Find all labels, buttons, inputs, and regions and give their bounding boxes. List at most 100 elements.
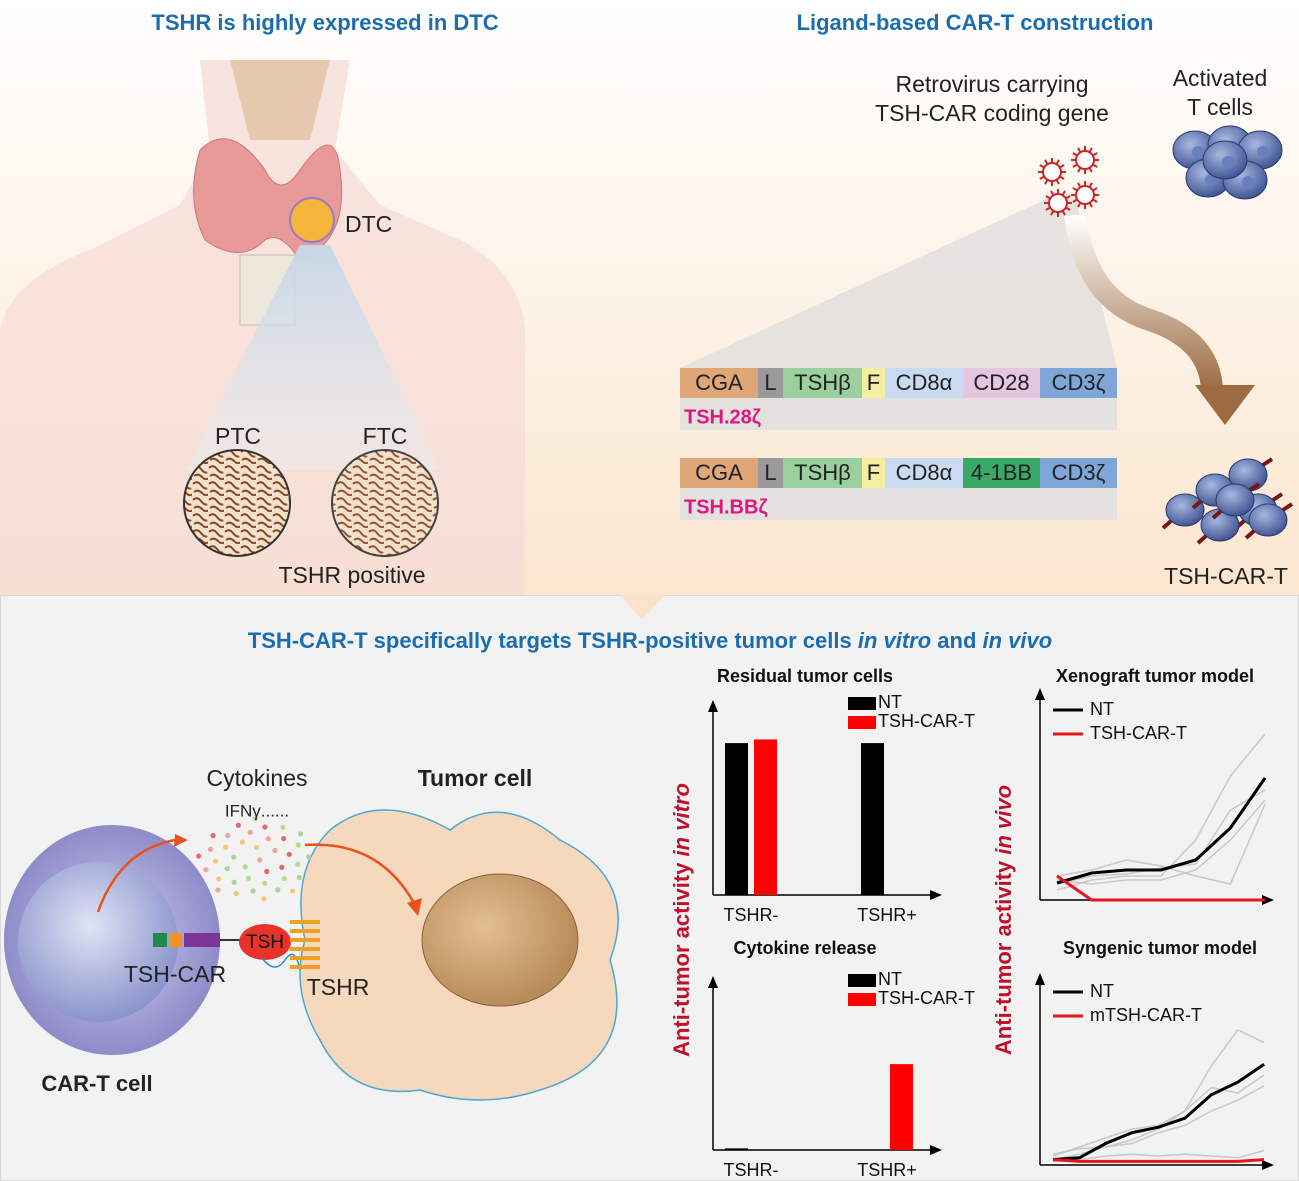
- x-tick-label: TSHR+: [857, 1160, 917, 1180]
- zoom-cone: [680, 195, 1117, 368]
- car-t-nucleus: [18, 862, 178, 1022]
- car-tcell: [1248, 503, 1288, 537]
- axis-part: Anti-tumor activity: [669, 856, 694, 1056]
- axis-arrow: [1035, 688, 1045, 700]
- legend-label: NT: [878, 969, 902, 989]
- construct-segment: [758, 458, 783, 488]
- product-label: TSH-CAR-T: [1164, 563, 1288, 589]
- axis-part: in vivo: [991, 785, 1016, 855]
- construct-segment: [885, 368, 963, 398]
- cytokine: [262, 880, 268, 886]
- tcell-nucleus: [1192, 146, 1204, 158]
- car-tcell: [1165, 493, 1205, 527]
- caption: TSHR positive: [279, 562, 426, 588]
- axis-part: in vitro: [669, 783, 694, 856]
- arrow-head: [1195, 385, 1255, 425]
- tumor-nucleus: [421, 873, 579, 1007]
- flow-arrow: [620, 595, 665, 620]
- cytokine: [265, 836, 271, 842]
- construct-segment: [783, 368, 862, 398]
- cytokine: [281, 836, 287, 842]
- legend-label: TSH-CAR-T: [878, 988, 975, 1008]
- virus: [1048, 193, 1068, 213]
- construct-name: TSH.28ζ: [684, 406, 761, 428]
- tshr-coil: [290, 920, 320, 969]
- series-line: [1056, 874, 1266, 902]
- legend-swatch: [848, 993, 876, 1006]
- axis-arrow: [708, 976, 718, 988]
- segment-label: L: [764, 370, 776, 395]
- title-part: and: [931, 628, 982, 653]
- replicate-line: [1052, 1085, 1265, 1155]
- cytokine: [264, 868, 270, 875]
- cytokine: [235, 822, 241, 828]
- secretion-arrow: [96, 838, 176, 913]
- legend-swatch: [848, 697, 876, 710]
- larynx: [230, 60, 330, 140]
- construct-segment: [862, 458, 885, 488]
- cytokine: [242, 864, 248, 870]
- bar: [725, 1148, 748, 1150]
- cytokine: [212, 858, 219, 864]
- ligand-label: TSH: [246, 932, 284, 953]
- cytokine: [245, 875, 252, 881]
- legend-label: NT: [878, 692, 902, 712]
- replicate-line: [1056, 789, 1266, 885]
- axis-arrow: [1262, 1160, 1274, 1170]
- series-line: [1052, 1158, 1265, 1163]
- legend-label: NT: [1090, 981, 1114, 1001]
- ifn-label: IFNγ......: [225, 801, 289, 820]
- tcell-nucleus: [1222, 156, 1234, 168]
- segment-label: 4-1BB: [971, 460, 1032, 485]
- y-axis-label: Anti-tumor activity in vivo: [991, 785, 1016, 1055]
- cytokine: [233, 890, 239, 897]
- virus: [1075, 150, 1095, 170]
- cytokine: [247, 829, 253, 835]
- cytokine: [275, 887, 281, 893]
- bar: [861, 743, 884, 895]
- axis-arrow: [930, 1145, 942, 1155]
- car-tcell: [1215, 483, 1255, 517]
- cytokine: [298, 831, 304, 837]
- vector-label: TSH-CAR coding gene: [875, 100, 1109, 126]
- construct-segment: [680, 458, 758, 488]
- cytokine: [207, 846, 214, 852]
- construct-segment: [1040, 368, 1117, 398]
- series-line: [1052, 1062, 1265, 1162]
- legend-label: NT: [1090, 699, 1114, 719]
- car-domain: [170, 933, 182, 947]
- x-tick-label: TSHR-: [724, 1160, 779, 1180]
- segment-label: CD8α: [896, 460, 953, 485]
- bar: [725, 743, 748, 895]
- cytokine: [231, 879, 237, 885]
- magnify-cone: [185, 245, 440, 470]
- segment-label: CD3ζ: [1052, 460, 1106, 485]
- cytokine: [272, 847, 278, 854]
- construct-name: TSH.BBζ: [684, 496, 768, 518]
- replicate-line: [1056, 799, 1266, 885]
- cytokine: [223, 844, 229, 850]
- segment-label: L: [764, 460, 776, 485]
- panel-title: Ligand-based CAR-T construction: [797, 10, 1154, 35]
- title-part: in vitro: [858, 628, 931, 653]
- axis-arrow: [1262, 895, 1274, 905]
- construct-segment: [885, 458, 963, 488]
- y-axis-label: Anti-tumor activity in vitro: [669, 783, 694, 1057]
- tcell-nucleus: [1257, 146, 1269, 158]
- bar: [890, 1064, 913, 1150]
- axis-arrow: [930, 890, 942, 900]
- cytokine: [262, 824, 268, 830]
- cytokine: [280, 824, 286, 831]
- segment-label: TSHβ: [794, 460, 851, 485]
- cytokine: [239, 839, 246, 845]
- segment-label: CD8α: [896, 370, 953, 395]
- title-part: TSH-CAR-T specifically targets TSHR-posi…: [248, 628, 858, 653]
- construct-segment: [963, 368, 1040, 398]
- cytokine: [295, 861, 301, 867]
- construct-segment: [783, 458, 862, 488]
- chart-title: Syngenic tumor model: [1063, 938, 1257, 958]
- segment-label: F: [867, 460, 880, 485]
- cytokine: [257, 857, 263, 863]
- sample-label: PTC: [215, 423, 261, 449]
